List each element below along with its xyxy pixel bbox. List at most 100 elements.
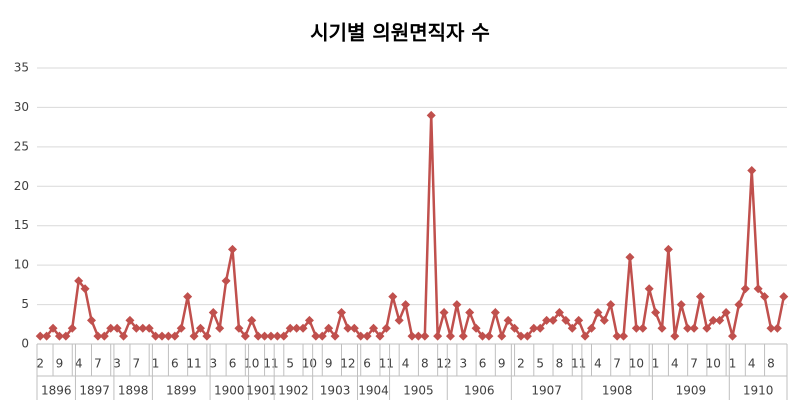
point-marker xyxy=(689,323,699,333)
x-tick-label: 2 xyxy=(517,357,525,371)
point-marker xyxy=(478,331,488,341)
point-marker xyxy=(625,252,635,262)
point-marker xyxy=(247,315,257,325)
point-marker xyxy=(285,323,295,333)
point-marker xyxy=(420,331,430,341)
point-marker xyxy=(343,323,353,333)
y-tick-label: 25 xyxy=(14,139,29,153)
year-label: 1908 xyxy=(602,384,633,398)
point-marker xyxy=(349,323,359,333)
point-marker xyxy=(266,331,276,341)
point-marker xyxy=(452,300,462,310)
point-marker xyxy=(497,331,507,341)
point-marker xyxy=(170,331,180,341)
point-marker xyxy=(715,315,725,325)
point-marker xyxy=(119,331,129,341)
point-marker xyxy=(702,323,712,333)
point-marker xyxy=(279,331,289,341)
y-tick-label: 20 xyxy=(14,179,29,193)
point-marker xyxy=(599,315,609,325)
x-tick-label: 12 xyxy=(436,357,451,371)
year-label: 1896 xyxy=(41,384,72,398)
x-tick-label: 6 xyxy=(363,357,371,371)
year-label: 1905 xyxy=(403,384,434,398)
point-marker xyxy=(298,323,308,333)
x-tick-label: 3 xyxy=(209,357,217,371)
point-marker xyxy=(683,323,693,333)
year-label: 1904 xyxy=(358,384,389,398)
x-tick-label: 9 xyxy=(325,357,333,371)
x-tick-label: 7 xyxy=(690,357,698,371)
point-marker xyxy=(234,323,244,333)
point-marker xyxy=(747,166,757,176)
point-marker xyxy=(317,331,327,341)
x-tick-label: 1 xyxy=(729,357,737,371)
chart-title: 시기별 의원면직자 수 xyxy=(310,21,490,45)
point-marker xyxy=(657,323,667,333)
x-tick-label: 4 xyxy=(402,357,410,371)
y-tick-label: 35 xyxy=(14,61,29,75)
x-tick-label: 12 xyxy=(340,357,355,371)
point-marker xyxy=(260,331,270,341)
year-label: 1897 xyxy=(79,384,110,398)
point-marker xyxy=(67,323,77,333)
point-marker xyxy=(240,331,250,341)
year-label: 1898 xyxy=(118,384,149,398)
point-marker xyxy=(542,315,552,325)
year-label: 1899 xyxy=(166,384,197,398)
year-label: 1910 xyxy=(743,384,774,398)
point-marker xyxy=(356,331,366,341)
point-marker xyxy=(80,284,90,294)
year-label: 1903 xyxy=(320,384,351,398)
year-label: 1906 xyxy=(464,384,495,398)
point-marker xyxy=(304,315,314,325)
point-marker xyxy=(561,315,571,325)
point-marker xyxy=(772,323,782,333)
x-tick-label: 4 xyxy=(748,357,756,371)
x-tick-label: 10 xyxy=(706,357,721,371)
point-marker xyxy=(471,323,481,333)
point-marker xyxy=(413,331,423,341)
point-marker xyxy=(580,331,590,341)
point-marker xyxy=(112,323,122,333)
point-marker xyxy=(138,323,148,333)
point-marker xyxy=(612,331,622,341)
point-marker xyxy=(574,315,584,325)
point-marker xyxy=(54,331,64,341)
x-tick-label: 8 xyxy=(556,357,564,371)
x-tick-label: 5 xyxy=(536,357,544,371)
point-marker xyxy=(125,315,135,325)
year-label: 1901 xyxy=(246,384,277,398)
point-marker xyxy=(61,331,71,341)
x-tick-label: 9 xyxy=(498,357,506,371)
point-marker xyxy=(401,300,411,310)
point-marker xyxy=(407,331,417,341)
point-marker xyxy=(42,331,52,341)
point-marker xyxy=(426,110,436,120)
x-tick-label: 5 xyxy=(286,357,294,371)
point-marker xyxy=(228,244,238,254)
x-tick-label: 4 xyxy=(594,357,602,371)
point-marker xyxy=(503,315,513,325)
x-tick-label: 7 xyxy=(133,357,141,371)
point-marker xyxy=(721,307,731,317)
point-marker xyxy=(195,323,205,333)
point-marker xyxy=(740,284,750,294)
x-tick-label: 3 xyxy=(113,357,121,371)
point-marker xyxy=(35,331,45,341)
point-marker xyxy=(375,331,385,341)
point-marker xyxy=(516,331,526,341)
x-tick-label: 4 xyxy=(75,357,83,371)
x-tick-label: 11 xyxy=(571,357,586,371)
point-marker xyxy=(439,307,449,317)
point-marker xyxy=(586,323,596,333)
point-marker xyxy=(163,331,173,341)
point-marker xyxy=(644,284,654,294)
point-marker xyxy=(445,331,455,341)
point-marker xyxy=(369,323,379,333)
point-marker xyxy=(221,276,231,286)
point-marker xyxy=(74,276,84,286)
x-tick-label: 9 xyxy=(56,357,64,371)
point-marker xyxy=(529,323,539,333)
x-tick-label: 3 xyxy=(459,357,467,371)
